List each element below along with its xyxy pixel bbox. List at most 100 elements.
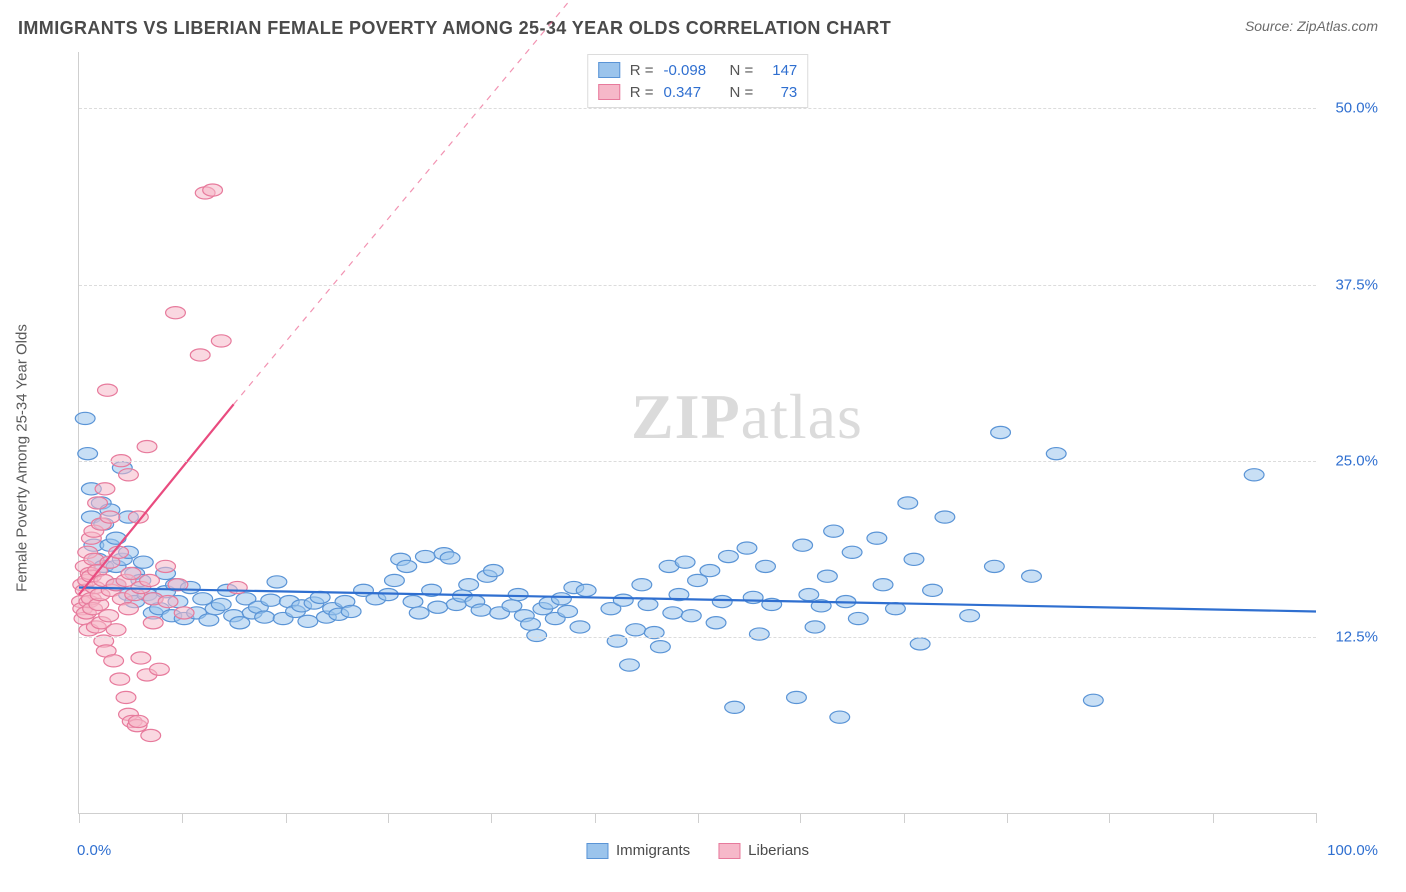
source-attribution: Source: ZipAtlas.com: [1245, 18, 1378, 34]
scatter-point: [88, 497, 108, 509]
legend-series-name: Liberians: [748, 842, 809, 859]
scatter-point: [805, 621, 825, 633]
scatter-point: [106, 532, 126, 544]
scatter-point: [203, 184, 223, 196]
scatter-point: [984, 560, 1004, 572]
scatter-point: [527, 629, 547, 641]
scatter-point: [459, 579, 479, 591]
legend-item: Liberians: [718, 842, 809, 859]
scatter-point: [626, 624, 646, 636]
scatter-point: [848, 612, 868, 624]
scatter-point: [991, 426, 1011, 438]
scatter-point: [960, 610, 980, 622]
scatter-point: [817, 570, 837, 582]
legend-n-label: N =: [730, 84, 754, 101]
scatter-point: [552, 593, 572, 605]
legend-n-value: 147: [763, 62, 797, 79]
source-prefix: Source:: [1245, 18, 1297, 34]
scatter-point: [725, 701, 745, 713]
scatter-point: [650, 641, 670, 653]
scatter-point: [397, 560, 417, 572]
scatter-point: [570, 621, 590, 633]
scatter-point: [440, 552, 460, 564]
regression-line-dashed: [234, 0, 574, 404]
scatter-point: [842, 546, 862, 558]
scatter-point: [793, 539, 813, 551]
series-legend: Immigrants Liberians: [586, 842, 809, 859]
scatter-point: [131, 652, 151, 664]
scatter-point: [923, 584, 943, 596]
legend-swatch: [718, 843, 740, 859]
scatter-point: [638, 598, 658, 610]
y-tick-label: 25.0%: [1335, 452, 1378, 469]
scatter-point: [830, 711, 850, 723]
x-tick: [1007, 813, 1008, 823]
scatter-point: [199, 614, 219, 626]
x-tick-label: 0.0%: [77, 842, 111, 859]
legend-r-label: R =: [630, 62, 654, 79]
scatter-point: [190, 349, 210, 361]
scatter-point: [166, 307, 186, 319]
legend-stat-row: R = 0.347 N = 73: [598, 81, 798, 103]
scatter-point: [158, 596, 178, 608]
scatter-point: [706, 617, 726, 629]
scatter-point: [898, 497, 918, 509]
scatter-point: [116, 691, 136, 703]
scatter-point: [106, 624, 126, 636]
legend-swatch: [598, 84, 620, 100]
scatter-point: [737, 542, 757, 554]
scatter-point: [620, 659, 640, 671]
legend-n-value: 73: [763, 84, 797, 101]
scatter-point: [95, 483, 115, 495]
legend-n-label: N =: [730, 62, 754, 79]
scatter-point: [104, 655, 124, 667]
x-tick: [286, 813, 287, 823]
source-name: ZipAtlas.com: [1297, 18, 1378, 34]
scatter-point: [403, 596, 423, 608]
x-tick: [79, 813, 80, 823]
x-tick: [491, 813, 492, 823]
scatter-point: [119, 603, 139, 615]
scatter-point: [75, 412, 95, 424]
x-tick: [388, 813, 389, 823]
scatter-point: [341, 605, 361, 617]
x-tick: [904, 813, 905, 823]
legend-series-name: Immigrants: [616, 842, 690, 859]
scatter-point: [1046, 448, 1066, 460]
scatter-point: [799, 588, 819, 600]
correlation-legend: R = -0.098 N = 147 R = 0.347 N = 73: [587, 54, 809, 108]
scatter-point: [137, 441, 157, 453]
plot-region: ZIPatlas R =-0.098N =147R =0.347N =73 Im…: [78, 52, 1316, 814]
scatter-point: [873, 579, 893, 591]
scatter-point: [140, 574, 160, 586]
gridline-h: [79, 637, 1316, 638]
scatter-point: [141, 729, 161, 741]
scatter-point: [787, 691, 807, 703]
legend-r-value: -0.098: [664, 62, 720, 79]
scatter-point: [613, 594, 633, 606]
scatter-point: [935, 511, 955, 523]
scatter-point: [174, 607, 194, 619]
x-tick: [1109, 813, 1110, 823]
scatter-point: [255, 611, 275, 623]
legend-r-value: 0.347: [664, 84, 720, 101]
scatter-point: [867, 532, 887, 544]
x-tick: [1213, 813, 1214, 823]
scatter-point: [663, 607, 683, 619]
scatter-point: [719, 550, 739, 562]
chart-title: IMMIGRANTS VS LIBERIAN FEMALE POVERTY AM…: [18, 18, 891, 39]
scatter-point: [211, 335, 231, 347]
scatter-point: [109, 546, 129, 558]
scatter-point: [508, 588, 528, 600]
scatter-point: [632, 579, 652, 591]
scatter-point: [1022, 570, 1042, 582]
y-axis-label: Female Poverty Among 25-34 Year Olds: [14, 324, 31, 592]
scatter-point: [700, 565, 720, 577]
scatter-point: [712, 596, 732, 608]
legend-r-label: R =: [630, 84, 654, 101]
scatter-point: [521, 618, 541, 630]
x-tick-label: 100.0%: [1327, 842, 1378, 859]
scatter-point: [910, 638, 930, 650]
scatter-point: [483, 565, 503, 577]
x-tick: [595, 813, 596, 823]
